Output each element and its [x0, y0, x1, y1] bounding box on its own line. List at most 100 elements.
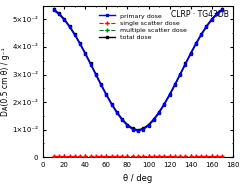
- total dose: [179, 73, 182, 75]
- primary dose: [94, 74, 97, 76]
- single scatter dose: [200, 155, 203, 158]
- multiple scatter dose: [110, 156, 113, 158]
- primary dose: [142, 128, 145, 131]
- primary dose: [58, 13, 60, 16]
- Line: total dose: total dose: [52, 8, 224, 131]
- total dose: [94, 73, 97, 75]
- single scatter dose: [216, 155, 218, 158]
- primary dose: [179, 74, 182, 76]
- single scatter dose: [152, 155, 155, 158]
- primary dose: [115, 112, 118, 114]
- total dose: [89, 62, 92, 65]
- single scatter dose: [84, 155, 87, 158]
- single scatter dose: [89, 155, 92, 158]
- total dose: [52, 8, 55, 10]
- single scatter dose: [73, 155, 76, 158]
- single scatter dose: [100, 155, 102, 158]
- multiple scatter dose: [89, 156, 92, 158]
- multiple scatter dose: [210, 156, 213, 158]
- primary dose: [137, 130, 139, 132]
- single scatter dose: [52, 155, 55, 158]
- single scatter dose: [158, 155, 161, 158]
- primary dose: [121, 119, 124, 121]
- multiple scatter dose: [205, 156, 208, 158]
- single scatter dose: [68, 155, 71, 158]
- multiple scatter dose: [137, 156, 139, 158]
- multiple scatter dose: [216, 156, 218, 158]
- single scatter dose: [174, 155, 176, 158]
- total dose: [168, 93, 171, 95]
- total dose: [147, 124, 150, 126]
- total dose: [126, 124, 129, 126]
- single scatter dose: [210, 155, 213, 158]
- total dose: [184, 62, 187, 65]
- single scatter dose: [142, 155, 145, 158]
- multiple scatter dose: [63, 156, 66, 158]
- total dose: [152, 118, 155, 120]
- total dose: [100, 83, 102, 85]
- primary dose: [158, 112, 161, 114]
- total dose: [194, 42, 197, 44]
- single scatter dose: [147, 155, 150, 158]
- single scatter dose: [189, 155, 192, 158]
- primary dose: [189, 53, 192, 55]
- primary dose: [79, 43, 82, 46]
- total dose: [216, 12, 218, 14]
- single scatter dose: [184, 155, 187, 158]
- multiple scatter dose: [52, 156, 55, 158]
- primary dose: [174, 84, 176, 87]
- primary dose: [210, 19, 213, 21]
- single scatter dose: [205, 155, 208, 158]
- multiple scatter dose: [73, 156, 76, 158]
- single scatter dose: [79, 155, 82, 158]
- multiple scatter dose: [79, 156, 82, 158]
- primary dose: [147, 125, 150, 127]
- total dose: [68, 25, 71, 27]
- primary dose: [63, 19, 66, 21]
- total dose: [158, 111, 161, 113]
- total dose: [73, 33, 76, 35]
- primary dose: [68, 26, 71, 28]
- primary dose: [89, 63, 92, 66]
- multiple scatter dose: [105, 156, 108, 158]
- total dose: [174, 83, 176, 85]
- single scatter dose: [179, 155, 182, 158]
- multiple scatter dose: [189, 156, 192, 158]
- Line: multiple scatter dose: multiple scatter dose: [52, 155, 224, 159]
- total dose: [200, 33, 203, 35]
- single scatter dose: [63, 155, 66, 158]
- single scatter dose: [105, 155, 108, 158]
- total dose: [105, 93, 108, 95]
- Text: CLRP · TG43DB: CLRP · TG43DB: [171, 10, 229, 19]
- total dose: [110, 102, 113, 105]
- multiple scatter dose: [194, 156, 197, 158]
- single scatter dose: [137, 155, 139, 158]
- single scatter dose: [168, 155, 171, 158]
- multiple scatter dose: [84, 156, 87, 158]
- primary dose: [216, 13, 218, 16]
- Line: single scatter dose: single scatter dose: [52, 154, 224, 159]
- primary dose: [52, 9, 55, 11]
- multiple scatter dose: [131, 156, 134, 158]
- primary dose: [131, 128, 134, 131]
- total dose: [189, 52, 192, 54]
- single scatter dose: [126, 155, 129, 158]
- primary dose: [221, 9, 224, 11]
- primary dose: [205, 26, 208, 28]
- total dose: [131, 127, 134, 130]
- multiple scatter dose: [121, 156, 124, 158]
- primary dose: [194, 43, 197, 46]
- multiple scatter dose: [94, 156, 97, 158]
- multiple scatter dose: [100, 156, 102, 158]
- single scatter dose: [110, 155, 113, 158]
- multiple scatter dose: [68, 156, 71, 158]
- multiple scatter dose: [142, 156, 145, 158]
- multiple scatter dose: [152, 156, 155, 158]
- total dose: [163, 102, 166, 105]
- total dose: [121, 118, 124, 120]
- total dose: [221, 8, 224, 10]
- total dose: [63, 18, 66, 20]
- primary dose: [105, 94, 108, 97]
- single scatter dose: [131, 155, 134, 158]
- multiple scatter dose: [184, 156, 187, 158]
